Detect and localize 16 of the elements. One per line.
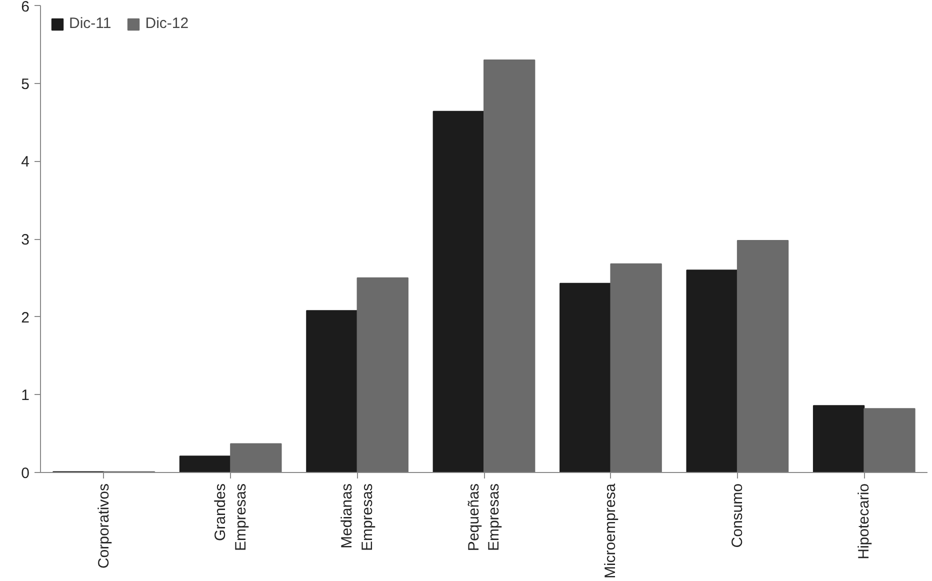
x-tick-label: Pequeñas Empresas <box>465 483 503 552</box>
legend-label: Dic-12 <box>145 15 189 32</box>
y-tick-label: 3 <box>21 232 30 248</box>
y-tick-label: 4 <box>21 154 30 171</box>
x-tick-label: Consumo <box>728 483 746 548</box>
y-tick-label: 5 <box>21 76 30 93</box>
y-tick-label: 6 <box>21 0 30 16</box>
x-tick-label: Grandes Empresas <box>212 483 250 552</box>
y-tick-label: 0 <box>21 465 30 482</box>
legend-label: Dic-11 <box>69 15 112 32</box>
y-tick-label: 2 <box>21 309 30 326</box>
x-tick-label: Corporativos <box>95 483 112 569</box>
x-tick-label: Hipotecario <box>856 483 873 560</box>
x-tick-label: Microempresa <box>602 482 620 579</box>
x-tick-label: Medianas Empresas <box>338 483 376 552</box>
y-tick-label: 1 <box>21 387 30 404</box>
